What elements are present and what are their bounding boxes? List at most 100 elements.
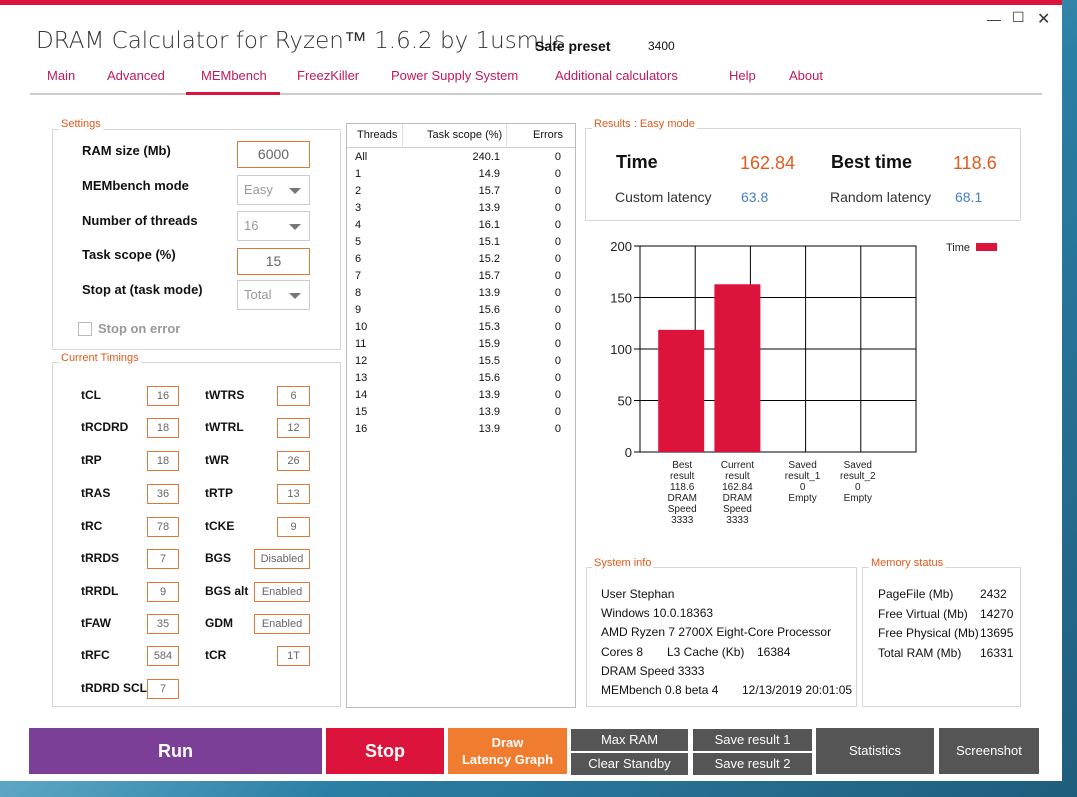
chevron-down-icon <box>289 224 301 230</box>
membench-mode-select[interactable]: Easy <box>237 175 310 205</box>
time-value: 162.84 <box>740 153 796 173</box>
x-tick-label: DRAM <box>667 493 696 504</box>
task-scope-cell: 14.9 <box>478 168 500 180</box>
timing-input-twtrl[interactable]: 12 <box>277 418 310 438</box>
tab-advanced[interactable]: Advanced <box>107 68 165 83</box>
x-tick-label: Saved <box>844 460 872 471</box>
run-button[interactable]: Run <box>29 728 322 774</box>
errors-cell: 0 <box>554 253 561 265</box>
timing-label-tcke: tCKE <box>205 519 235 533</box>
timing-input-trp[interactable]: 18 <box>147 451 179 471</box>
membench-mode-label: MEMbench mode <box>82 178 189 193</box>
x-tick-label: result <box>670 471 695 482</box>
tab-membench[interactable]: MEMbench <box>201 68 267 83</box>
thread-cell: All <box>355 151 368 163</box>
x-tick-label: 3333 <box>671 515 694 526</box>
best-time-value: 118.6 <box>953 153 997 173</box>
statistics-button[interactable]: Statistics <box>816 728 934 774</box>
preset-value[interactable]: 3400 <box>648 39 675 53</box>
latency-graph-label: Latency Graph <box>461 752 554 767</box>
timing-label-trp: tRP <box>81 453 102 467</box>
system-os: Windows 10.0.18363 <box>601 606 714 620</box>
stop-button[interactable]: Stop <box>326 728 444 774</box>
timing-input-trrdl[interactable]: 9 <box>147 582 179 602</box>
screenshot-button[interactable]: Screenshot <box>939 728 1039 774</box>
timing-input-gdm[interactable]: Enabled <box>254 614 310 634</box>
save-result-1-button[interactable]: Save result 1 <box>693 729 812 751</box>
tab-help[interactable]: Help <box>729 68 756 83</box>
system-info-group <box>586 567 857 707</box>
timing-input-trfc[interactable]: 584 <box>147 646 179 666</box>
y-tick-label: 50 <box>618 394 632 409</box>
timing-input-tcl[interactable]: 16 <box>147 386 179 406</box>
timing-input-twr[interactable]: 26 <box>277 451 310 471</box>
timing-input-trrds[interactable]: 7 <box>147 549 179 569</box>
errors-cell: 0 <box>554 338 561 350</box>
y-tick-label: 100 <box>610 342 632 357</box>
header-threads[interactable]: Threads <box>357 129 398 141</box>
timing-label-gdm: GDM <box>205 616 233 630</box>
stop-at-select[interactable]: Total <box>237 280 310 310</box>
y-tick-label: 150 <box>610 291 632 306</box>
memory-label: Free Virtual (Mb) <box>878 606 968 621</box>
tab-power-supply[interactable]: Power Supply System <box>391 68 519 83</box>
x-tick-label: 3333 <box>726 515 749 526</box>
errors-cell: 0 <box>554 236 561 248</box>
thread-cell: 8 <box>355 287 362 299</box>
task-scope-cell: 16.1 <box>478 219 500 231</box>
system-date: 12/13/2019 20:01:05 <box>742 683 853 697</box>
x-tick-label: Saved <box>788 460 816 471</box>
threads-table-header <box>347 124 575 148</box>
tab-freezkiller[interactable]: FreezKiller <box>297 68 360 83</box>
timing-input-tfaw[interactable]: 35 <box>147 614 179 634</box>
header-errors[interactable]: Errors <box>533 129 563 141</box>
memory-label: Free Physical (Mb) <box>878 626 979 640</box>
x-tick-label: Speed <box>668 504 697 515</box>
task-scope-cell: 15.7 <box>478 270 500 282</box>
tab-about[interactable]: About <box>789 68 823 83</box>
task-scope-cell: 240.1 <box>472 151 500 163</box>
tab-main[interactable]: Main <box>47 68 76 83</box>
close-icon[interactable]: ✕ <box>1037 11 1051 28</box>
timing-input-twtrs[interactable]: 6 <box>277 386 310 406</box>
timing-input-trdrd-scl[interactable]: 7 <box>147 679 179 699</box>
x-tick-label: 162.84 <box>722 482 753 493</box>
draw-latency-graph-button[interactable]: Draw Latency Graph <box>448 728 567 774</box>
tab-additional-calculators[interactable]: Additional calculators <box>555 68 678 83</box>
timing-input-trcdrd[interactable]: 18 <box>147 418 179 438</box>
timing-label-trc: tRC <box>81 519 103 533</box>
maximize-icon[interactable]: ☐ <box>1012 9 1025 25</box>
thread-cell: 2 <box>355 185 362 197</box>
timing-label-tras: tRAS <box>81 486 111 500</box>
max-ram-button[interactable]: Max RAM <box>571 729 688 751</box>
timing-input-tcke[interactable]: 9 <box>277 517 310 537</box>
bar <box>658 329 705 452</box>
x-tick-label: Best <box>672 460 692 471</box>
custom-latency-value: 63.8 <box>741 189 769 205</box>
thread-cell: 12 <box>355 355 368 367</box>
ram-size-input[interactable]: 6000 <box>237 141 310 168</box>
timing-input-trc[interactable]: 78 <box>147 517 179 537</box>
task-scope-input[interactable]: 15 <box>237 248 310 275</box>
x-tick-label: result <box>725 471 750 482</box>
timing-label-trfc: tRFC <box>81 648 110 662</box>
timing-input-trtp[interactable]: 13 <box>277 484 310 504</box>
header-task-scope[interactable]: Task scope (%) <box>427 129 503 141</box>
x-tick-label: 0 <box>855 482 861 493</box>
timing-input-tcr[interactable]: 1T <box>277 646 310 666</box>
stop-on-error-checkbox[interactable] <box>78 322 92 336</box>
timing-input-bgs[interactable]: Disabled <box>254 549 310 569</box>
timing-input-bgs-alt[interactable]: Enabled <box>254 582 310 602</box>
minimize-icon[interactable]: — <box>987 11 1001 27</box>
thread-cell: 14 <box>355 389 368 401</box>
thread-cell: 3 <box>355 202 362 214</box>
stop-on-error-label: Stop on error <box>98 321 181 336</box>
save-result-2-button[interactable]: Save result 2 <box>693 753 812 775</box>
system-cores: Cores 8 <box>601 645 644 659</box>
timing-input-tras[interactable]: 36 <box>147 484 179 504</box>
timing-label-trcdrd: tRCDRD <box>81 420 129 434</box>
task-scope-cell: 13.9 <box>478 202 500 214</box>
clear-standby-button[interactable]: Clear Standby <box>571 753 688 775</box>
custom-latency-label: Custom latency <box>615 189 712 205</box>
threads-select[interactable]: 16 <box>237 211 310 241</box>
